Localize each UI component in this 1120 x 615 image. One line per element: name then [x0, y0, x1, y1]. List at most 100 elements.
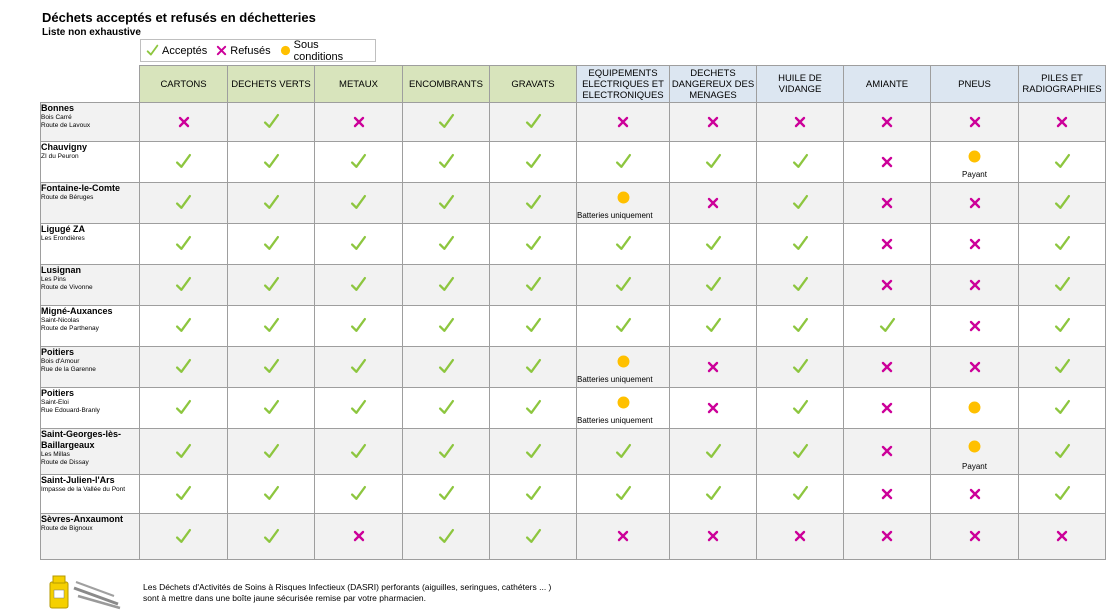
check-icon: [175, 277, 192, 292]
check-icon: [525, 195, 541, 210]
status-cell: [489, 182, 577, 224]
status-cell: [1018, 102, 1106, 142]
check-icon: [1054, 236, 1070, 251]
site-cell: Saint-Georges-lès-Baillargeaux Les Millas…: [40, 428, 140, 475]
dasri-notice-line2: sont à mettre dans une boîte jaune sécur…: [143, 593, 427, 603]
dasri-notice-line1: Les Déchets d'Activités de Soins à Risqu…: [143, 582, 552, 592]
status-cell: [489, 223, 577, 265]
cross-icon: [969, 361, 980, 372]
status-cell: Payant: [930, 428, 1019, 475]
status-cell: [576, 223, 670, 265]
page-title: Déchets acceptés et refusés en déchetter…: [42, 10, 316, 25]
status-cell: [314, 102, 403, 142]
table-row: Fontaine-le-Comte Route de Béruges Batteri…: [40, 182, 1106, 224]
status-cell: [669, 474, 757, 514]
site-cell: Poitiers Saint-Eloi Rue Edouard-Branly: [40, 387, 140, 429]
check-icon: [263, 154, 279, 169]
check-icon: [263, 359, 279, 374]
status-cell: [139, 387, 228, 429]
status-cell: [227, 346, 315, 388]
table-row: Lusignan Les Pins Route de Vivonne: [40, 264, 1106, 306]
cross-icon: [1056, 531, 1068, 542]
check-icon: [1054, 154, 1070, 169]
check-icon: [525, 154, 541, 169]
check-icon: [438, 236, 454, 251]
site-name: Lusignan: [41, 265, 81, 275]
site-name: Bonnes: [41, 103, 75, 113]
status-cell: [930, 513, 1019, 560]
cross-icon: [881, 446, 893, 457]
site-address-line: Route de Bignoux: [41, 525, 93, 532]
dot-icon: [968, 440, 981, 453]
legend-accepted: Acceptés: [146, 44, 207, 57]
status-cell: [756, 223, 844, 265]
status-cell: [756, 141, 844, 183]
check-icon: [525, 236, 541, 251]
table-row: Ligugé ZA Les Erondières: [40, 223, 1106, 265]
cross-icon: [216, 45, 227, 56]
check-icon: [438, 114, 454, 129]
page-subtitle: Liste non exhaustive: [42, 27, 141, 38]
check-icon: [175, 400, 192, 415]
site-address-line: Saint-Eloi: [41, 399, 69, 406]
check-icon: [175, 528, 192, 543]
check-icon: [615, 154, 631, 169]
check-icon: [525, 443, 541, 458]
site-name: Migné-Auxances: [41, 306, 113, 316]
status-cell: [227, 387, 315, 429]
check-icon: [1054, 318, 1070, 333]
site-address-line: Rue Edouard-Branly: [41, 407, 100, 414]
column-header: AMIANTE: [843, 65, 931, 103]
legend-refused-label: Refusés: [230, 44, 271, 57]
status-cell: [489, 346, 577, 388]
cross-icon: [707, 531, 719, 542]
status-cell: [489, 513, 577, 560]
cross-icon: [1056, 116, 1068, 127]
check-icon: [175, 486, 192, 501]
check-icon: [705, 277, 721, 292]
check-icon: [175, 236, 192, 251]
status-cell: [314, 346, 403, 388]
status-cell: [843, 513, 931, 560]
status-cell: [843, 305, 931, 347]
column-header: CARTONS: [139, 65, 228, 103]
site-cell: Bonnes Bois Carré Route de Lavoux: [40, 102, 140, 142]
site-address-line: Rue de la Garenne: [41, 366, 96, 373]
check-icon: [1054, 400, 1070, 415]
status-cell: [139, 264, 228, 306]
check-icon: [792, 486, 808, 501]
status-cell: [314, 387, 403, 429]
status-cell: [843, 387, 931, 429]
cross-icon: [969, 488, 980, 499]
status-cell: [1018, 428, 1106, 475]
status-cell: [669, 102, 757, 142]
status-cell: [314, 182, 403, 224]
site-name: Saint-Georges-lès-Baillargeaux: [41, 429, 122, 450]
site-address-line: Route de Lavoux: [41, 122, 91, 129]
dasri-notice: Les Déchets d'Activités de Soins à Risqu…: [143, 582, 551, 604]
status-cell: Payant: [930, 141, 1019, 183]
site-address-line: ZI du Peuron: [41, 153, 79, 160]
status-cell: [139, 513, 228, 560]
status-cell: [402, 102, 490, 142]
table-row: Saint-Georges-lès-Baillargeaux Les Millas…: [40, 428, 1106, 475]
status-cell: [843, 102, 931, 142]
column-header: EQUIPEMENTS ELECTRIQUES ET ELECTRONIQUES: [576, 65, 670, 103]
check-icon: [1054, 443, 1070, 458]
sharps-container-illustration: [48, 574, 128, 610]
status-cell: [930, 264, 1019, 306]
check-icon: [705, 154, 721, 169]
status-cell: [843, 346, 931, 388]
status-cell: [402, 513, 490, 560]
site-address-line: Impasse de la Vallée du Pont: [41, 486, 126, 493]
site-name: Poitiers: [41, 388, 75, 398]
check-icon: [438, 318, 454, 333]
site-name: Chauvigny: [41, 142, 88, 152]
cross-icon: [881, 402, 893, 413]
check-icon: [792, 195, 808, 210]
site-address-line: Route de Parthenay: [41, 325, 99, 332]
status-cell: [489, 141, 577, 183]
status-cell: [402, 223, 490, 265]
column-header: DECHETS DANGEREUX DES MENAGES: [669, 65, 757, 103]
check-icon: [792, 154, 808, 169]
